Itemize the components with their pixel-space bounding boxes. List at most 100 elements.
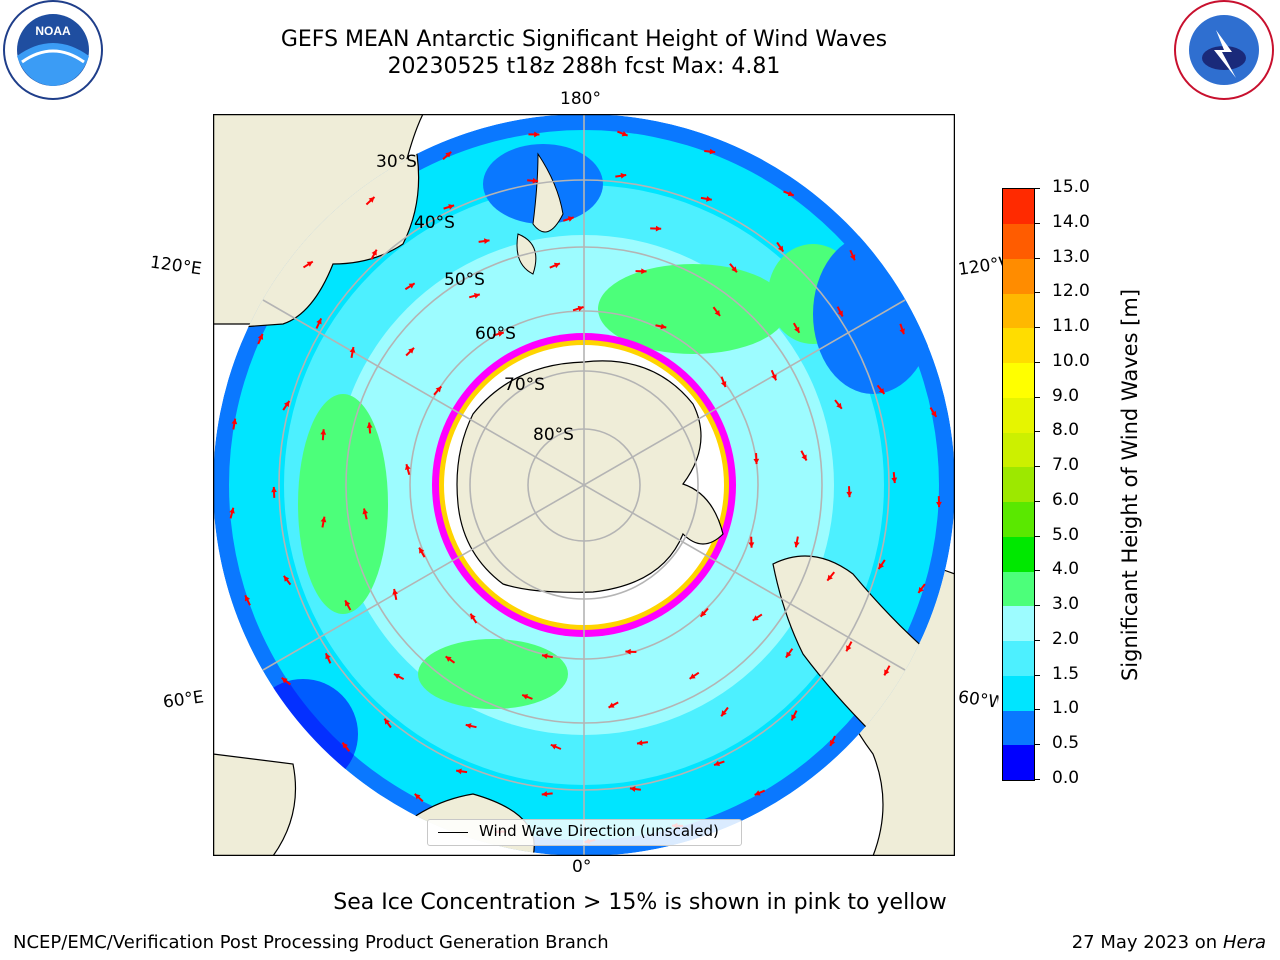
svg-text:NOAA: NOAA <box>35 24 71 38</box>
wave-direction-arrows <box>229 130 942 844</box>
colorbar-tick-label: 1.0 <box>1052 698 1080 719</box>
wave-arrow-head <box>827 574 833 581</box>
lat-label-80s: 80°S <box>533 425 574 445</box>
wave-arrow-head <box>720 381 727 388</box>
wave-arrow-head <box>714 760 720 767</box>
chart-title: GEFS MEAN Antarctic Significant Height o… <box>280 27 888 52</box>
wave-arrow-head <box>787 190 794 197</box>
nws-logo <box>1174 0 1274 100</box>
map-legend: Wind Wave Direction (unscaled) <box>427 819 742 846</box>
colorbar-tick-label: 12.0 <box>1052 281 1090 302</box>
colorbar-tick-mark <box>1034 605 1040 607</box>
colorbar-tick-label: 7.0 <box>1052 455 1080 476</box>
wave-arrow-head <box>752 615 759 621</box>
wave-arrow-head <box>777 245 784 252</box>
wave-arrow-head <box>448 204 455 210</box>
wave-arrow-head <box>456 768 462 775</box>
wave-arrow-head <box>791 714 797 721</box>
colorbar-tick-label: 5.0 <box>1052 524 1080 545</box>
wave-arrow-head <box>283 575 290 582</box>
colorbar-tick-label: 8.0 <box>1052 420 1080 441</box>
noaa-logo: NOAA <box>3 0 103 100</box>
colorbar-tick-mark <box>1034 257 1040 259</box>
wave-arrow-head <box>621 130 628 137</box>
colorbar-segment <box>1003 293 1034 329</box>
wave-arrow-head <box>541 791 548 797</box>
wave-arrow-head <box>550 744 557 750</box>
footer-producer: NCEP/EMC/Verification Post Processing Pr… <box>13 932 609 953</box>
wave-arrow-head <box>316 318 322 325</box>
wave-arrow-head <box>891 477 898 484</box>
wave-arrow-head <box>414 793 421 800</box>
wave-arrow-head <box>408 347 415 354</box>
wave-arrow-head <box>754 790 761 796</box>
wave-arrow-head <box>731 266 737 273</box>
wave-arrow-head <box>435 386 442 393</box>
wave-arrow-head <box>608 702 615 708</box>
colorbar-segment <box>1003 536 1034 572</box>
wave-arrow-head <box>700 610 707 617</box>
wave-arrow-head <box>405 464 411 471</box>
colorbar-tick-label: 6.0 <box>1052 489 1080 510</box>
wave-arrow-head <box>465 723 472 729</box>
lat-label-50s: 50°S <box>444 270 485 290</box>
colorbar-segment <box>1003 675 1034 711</box>
colorbar-tick-mark <box>1034 188 1040 189</box>
colorbar-label: Significant Height of Wind Waves [m] <box>1118 288 1142 682</box>
wave-arrow-head <box>419 547 425 554</box>
wave-arrow-head <box>884 669 890 676</box>
colorbar-tick-label: 0.5 <box>1052 733 1080 754</box>
colorbar-segment <box>1003 710 1034 746</box>
wave-arrow-head <box>836 402 842 409</box>
wave-arrow-head <box>497 331 504 337</box>
wave-arrow-head <box>931 410 937 417</box>
wave-arrow-head <box>483 238 490 244</box>
wave-arrow-head <box>878 388 885 395</box>
colorbar-tick-label: 13.0 <box>1052 246 1090 267</box>
wave-arrow-head <box>522 694 529 700</box>
wave-arrow-head <box>829 739 836 746</box>
wave-arrow-head <box>629 786 636 792</box>
legend-label: Wind Wave Direction (unscaled) <box>479 822 719 840</box>
wave-arrow-head <box>553 262 560 269</box>
wave-arrow-head <box>785 651 792 658</box>
footer-date-text: 27 May 2023 on <box>1071 932 1218 953</box>
wave-arrow-head <box>320 429 327 435</box>
colorbar-tick-mark <box>1034 674 1040 676</box>
colorbar-segment <box>1003 432 1034 468</box>
colorbar-tick-label: 10.0 <box>1052 350 1090 371</box>
lon-label-120e: 120°E <box>148 252 203 280</box>
colorbar-segment <box>1003 745 1034 780</box>
antarctica-land <box>456 360 724 593</box>
footer-date: 27 May 2023 on Hera <box>1072 932 1266 953</box>
wave-arrow-head <box>878 563 884 570</box>
wave-arrow-head <box>393 673 400 679</box>
colorbar-segment <box>1003 189 1034 224</box>
wave-arrow-head <box>306 261 313 267</box>
chart-subtitle: 20230525 t18z 288h fcst Max: 4.81 <box>387 54 781 79</box>
wave-arrow-head <box>532 177 539 184</box>
colorbar-segment <box>1003 397 1034 433</box>
colorbar-tick-mark <box>1034 570 1040 572</box>
wave-arrow-head <box>660 323 667 330</box>
colorbar-tick-mark <box>1034 500 1040 502</box>
colorbar-tick-mark <box>1034 779 1040 780</box>
colorbar-segment <box>1003 328 1034 363</box>
wave-arrow-head <box>408 283 415 289</box>
wave-arrow-head <box>283 400 290 407</box>
lat-label-70s: 70°S <box>504 375 545 395</box>
footer-host: Hera <box>1222 932 1266 953</box>
wave-arrow-head <box>636 739 643 746</box>
wave-arrow-head <box>846 491 853 498</box>
colorbar-tick-label: 9.0 <box>1052 385 1080 406</box>
colorbar-segment <box>1003 571 1034 607</box>
lon-label-0: 0° <box>572 857 592 877</box>
colorbar-tick-mark <box>1034 361 1040 363</box>
legend-line-symbol <box>438 832 468 833</box>
lat-label-60s: 60°S <box>475 324 516 344</box>
wave-arrow-head <box>837 310 843 317</box>
wave-arrow-head <box>244 595 251 602</box>
wave-arrow-head <box>320 516 327 523</box>
wave-arrow-head <box>567 216 574 222</box>
lon-label-180: 180° <box>560 89 601 109</box>
